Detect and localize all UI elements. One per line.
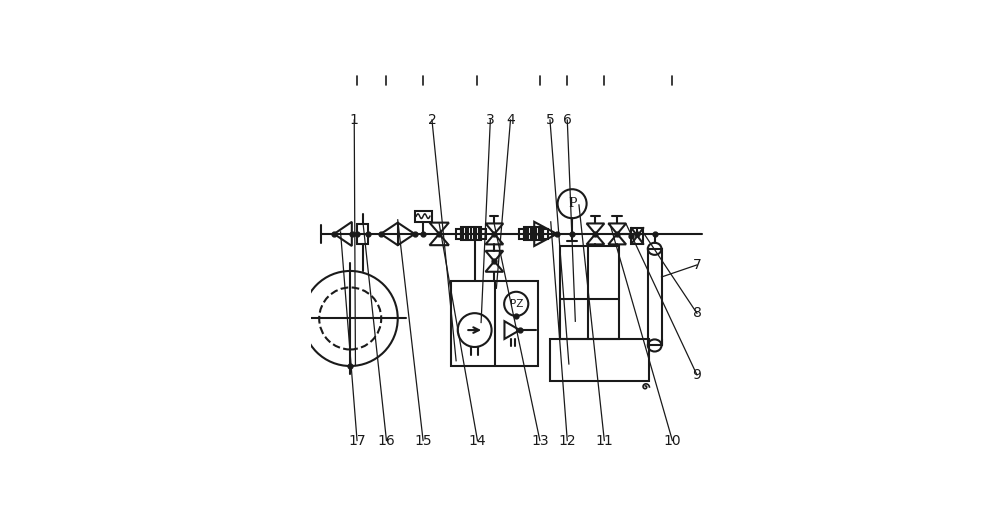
Bar: [456, 229, 461, 239]
Text: 3: 3: [486, 113, 495, 127]
Bar: [461, 228, 481, 241]
Text: 2: 2: [428, 113, 436, 127]
Text: P: P: [568, 197, 576, 210]
Text: 8: 8: [693, 306, 701, 320]
Bar: [631, 228, 643, 244]
Bar: [357, 224, 368, 244]
Bar: [415, 211, 432, 222]
Bar: [519, 229, 524, 239]
Text: 10: 10: [664, 434, 681, 448]
Bar: [543, 229, 548, 239]
Text: 17: 17: [348, 434, 366, 448]
Bar: [524, 228, 543, 241]
Bar: [560, 246, 619, 338]
Text: 5: 5: [546, 113, 554, 127]
Text: 14: 14: [469, 434, 486, 448]
Text: 16: 16: [378, 434, 395, 448]
Text: 4: 4: [506, 113, 515, 127]
Bar: [451, 281, 538, 366]
Text: 11: 11: [595, 434, 613, 448]
Text: 1: 1: [350, 113, 359, 127]
Text: 13: 13: [531, 434, 549, 448]
Text: PZ: PZ: [510, 299, 523, 309]
Text: 9: 9: [693, 368, 701, 382]
Bar: [481, 229, 486, 239]
Text: 12: 12: [558, 434, 576, 448]
Bar: [648, 249, 662, 346]
Bar: [550, 338, 649, 381]
Text: 6: 6: [563, 113, 572, 127]
Text: 7: 7: [693, 258, 701, 272]
Text: 15: 15: [414, 434, 432, 448]
